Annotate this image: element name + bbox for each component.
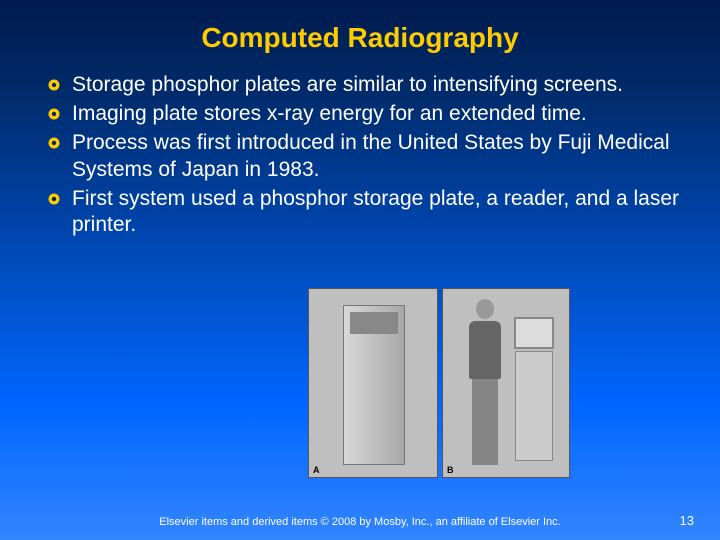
bullet-icon (48, 79, 60, 91)
bullet-icon (48, 108, 60, 120)
list-item: Process was first introduced in the Unit… (48, 130, 680, 184)
equipment-placeholder (343, 305, 405, 465)
slide-title: Computed Radiography (0, 0, 720, 72)
list-item: First system used a phosphor storage pla… (48, 186, 680, 240)
bullet-icon (48, 137, 60, 149)
bullet-list: Storage phosphor plates are similar to i… (0, 72, 720, 239)
bullet-text: Storage phosphor plates are similar to i… (72, 72, 623, 99)
image-equipment: A (308, 288, 438, 478)
cart-placeholder (511, 317, 557, 467)
page-number: 13 (680, 513, 694, 528)
image-label: A (313, 465, 320, 475)
list-item: Imaging plate stores x-ray energy for an… (48, 101, 680, 128)
bullet-text: Process was first introduced in the Unit… (72, 130, 680, 184)
slide: Computed Radiography Storage phosphor pl… (0, 0, 720, 540)
image-person: B (442, 288, 570, 478)
person-placeholder (465, 299, 505, 467)
copyright-footer: Elsevier items and derived items © 2008 … (0, 516, 720, 528)
image-label: B (447, 465, 454, 475)
list-item: Storage phosphor plates are similar to i… (48, 72, 680, 99)
bullet-icon (48, 193, 60, 205)
bullet-text: First system used a phosphor storage pla… (72, 186, 680, 240)
bullet-text: Imaging plate stores x-ray energy for an… (72, 101, 587, 128)
image-row: A B (308, 288, 570, 478)
